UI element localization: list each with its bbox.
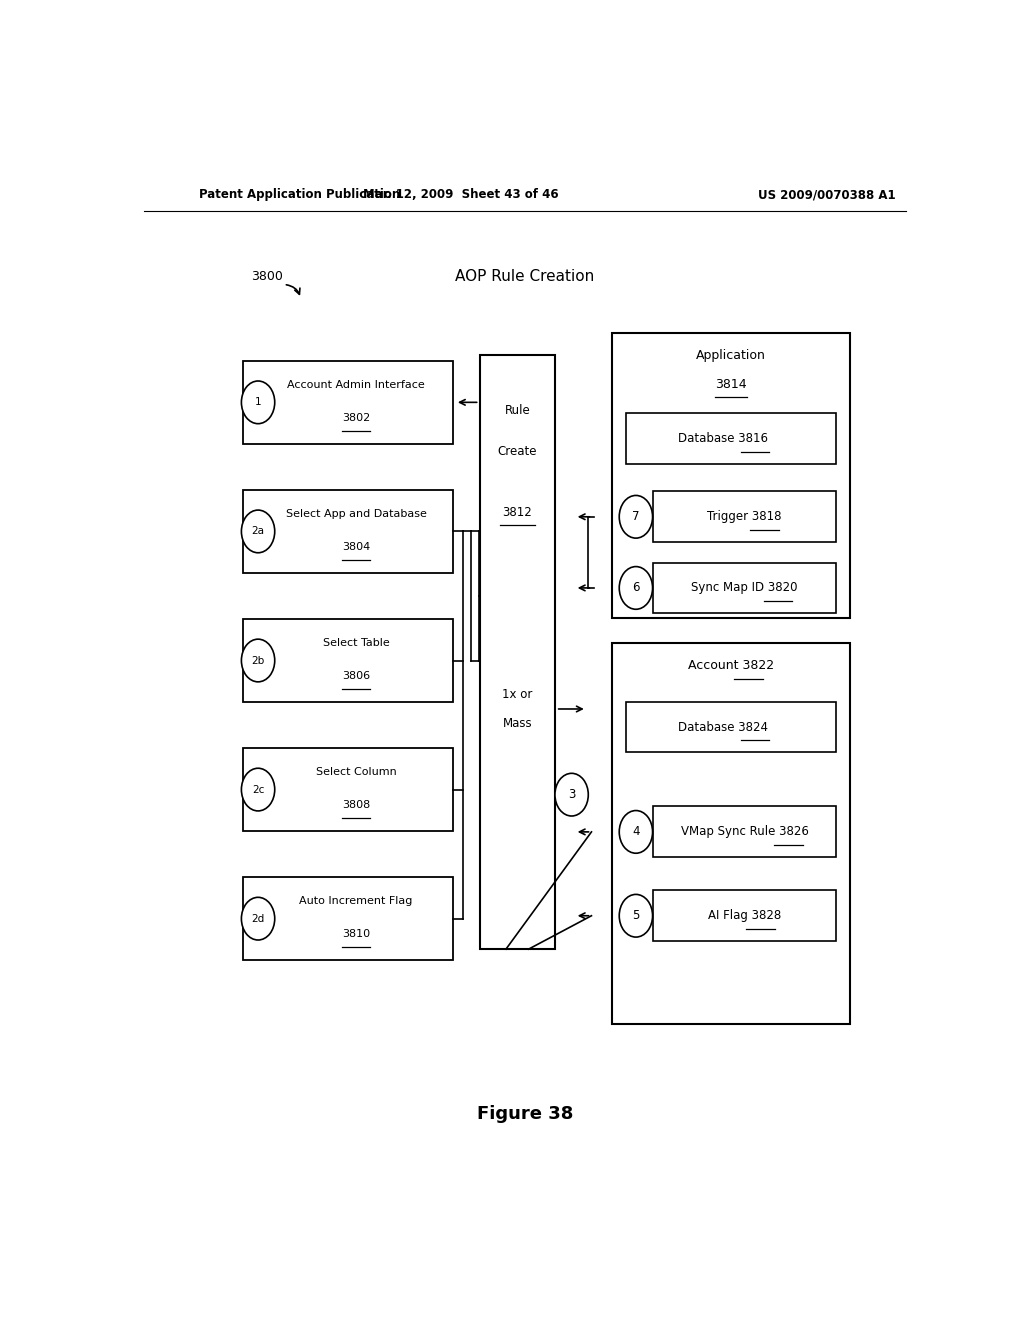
Circle shape <box>242 639 274 682</box>
Text: Account Admin Interface: Account Admin Interface <box>288 380 425 389</box>
Text: Rule: Rule <box>505 404 530 417</box>
Circle shape <box>620 895 652 937</box>
FancyBboxPatch shape <box>479 355 555 949</box>
Text: Create: Create <box>498 445 537 458</box>
FancyBboxPatch shape <box>243 748 454 832</box>
Text: Trigger 3818: Trigger 3818 <box>708 511 782 523</box>
FancyBboxPatch shape <box>243 360 454 444</box>
Text: Select Column: Select Column <box>315 767 396 777</box>
FancyBboxPatch shape <box>612 643 850 1024</box>
Text: Select Table: Select Table <box>323 639 389 648</box>
Text: AOP Rule Creation: AOP Rule Creation <box>456 269 594 284</box>
Text: 1x or: 1x or <box>502 688 532 701</box>
Text: 7: 7 <box>632 511 640 523</box>
FancyBboxPatch shape <box>243 876 454 961</box>
Text: VMap Sync Rule 3826: VMap Sync Rule 3826 <box>681 825 809 838</box>
Circle shape <box>242 510 274 553</box>
FancyBboxPatch shape <box>243 490 454 573</box>
Text: Mass: Mass <box>503 717 532 730</box>
Text: US 2009/0070388 A1: US 2009/0070388 A1 <box>758 189 895 202</box>
Text: 3812: 3812 <box>503 506 532 519</box>
Text: 6: 6 <box>632 581 640 594</box>
Circle shape <box>242 381 274 424</box>
Text: Sync Map ID 3820: Sync Map ID 3820 <box>691 581 798 594</box>
Circle shape <box>620 566 652 610</box>
Text: 4: 4 <box>632 825 640 838</box>
Text: 3802: 3802 <box>342 413 371 422</box>
Text: 3808: 3808 <box>342 800 371 810</box>
FancyBboxPatch shape <box>627 413 836 463</box>
Text: Figure 38: Figure 38 <box>476 1105 573 1123</box>
Text: Account 3822: Account 3822 <box>688 659 774 672</box>
Text: Database 3816: Database 3816 <box>678 432 768 445</box>
Circle shape <box>620 810 652 853</box>
Text: Mar. 12, 2009  Sheet 43 of 46: Mar. 12, 2009 Sheet 43 of 46 <box>364 189 559 202</box>
Text: Auto Increment Flag: Auto Increment Flag <box>299 896 413 907</box>
Text: 2c: 2c <box>252 784 264 795</box>
FancyBboxPatch shape <box>627 702 836 752</box>
Text: 3810: 3810 <box>342 929 371 939</box>
Text: 1: 1 <box>255 397 261 408</box>
FancyBboxPatch shape <box>243 619 454 702</box>
Text: Database 3824: Database 3824 <box>678 721 768 734</box>
FancyBboxPatch shape <box>653 890 836 941</box>
Text: 3800: 3800 <box>251 269 283 282</box>
FancyBboxPatch shape <box>612 333 850 618</box>
Text: 3806: 3806 <box>342 671 371 681</box>
Text: 2d: 2d <box>252 913 264 924</box>
Circle shape <box>620 495 652 539</box>
FancyBboxPatch shape <box>653 807 836 857</box>
Text: 2b: 2b <box>252 656 264 665</box>
Text: 3804: 3804 <box>342 541 371 552</box>
Text: Patent Application Publication: Patent Application Publication <box>200 189 400 202</box>
Text: 3814: 3814 <box>716 378 746 391</box>
Circle shape <box>242 768 274 810</box>
Circle shape <box>555 774 588 816</box>
Text: Application: Application <box>696 348 766 362</box>
Text: 2a: 2a <box>252 527 264 536</box>
Text: 3: 3 <box>568 788 575 801</box>
FancyBboxPatch shape <box>653 491 836 543</box>
FancyBboxPatch shape <box>653 562 836 614</box>
Text: 5: 5 <box>632 909 640 923</box>
Circle shape <box>242 898 274 940</box>
Text: Select App and Database: Select App and Database <box>286 510 427 519</box>
Text: AI Flag 3828: AI Flag 3828 <box>708 909 781 923</box>
